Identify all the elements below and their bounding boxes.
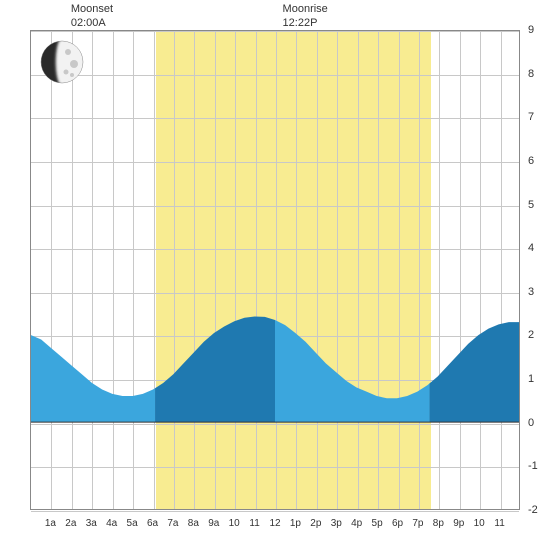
tide-chart-container: Moonset 02:00A Moonrise 12:22P 1a 2a 3a 4a 5… (0, 0, 550, 550)
x-tick-label: 4a (106, 518, 117, 529)
x-tick-label: 5a (127, 518, 138, 529)
y-tick-label: 5 (528, 199, 534, 211)
x-tick-label: 10 (229, 518, 240, 529)
moonrise-label: Moonrise 12:22P (283, 2, 328, 31)
x-tick-label: 11 (494, 518, 504, 529)
y-tick-label: 2 (528, 329, 534, 341)
y-tick-label: -1 (528, 460, 538, 472)
y-tick-label: 1 (528, 373, 534, 385)
x-tick-label: 11 (249, 518, 259, 529)
y-tick-label: 4 (528, 242, 534, 254)
x-tick-label: 1p (290, 518, 301, 529)
x-tick-label: 5p (372, 518, 383, 529)
tide-curve (31, 31, 519, 509)
x-tick-label: 6a (147, 518, 158, 529)
x-tick-label: 7a (167, 518, 178, 529)
y-tick-label: 8 (528, 68, 534, 80)
x-tick-label: 3p (331, 518, 342, 529)
y-tick-label: 3 (528, 286, 534, 298)
tide-segment (155, 316, 275, 422)
moonset-time: 02:00A (71, 16, 113, 30)
x-tick-label: 2a (65, 518, 76, 529)
x-tick-label: 12 (269, 518, 280, 529)
x-tick-label: 10 (474, 518, 485, 529)
y-tick-label: 0 (528, 417, 534, 429)
y-tick-label: 9 (528, 24, 534, 36)
y-tick-label: 7 (528, 111, 534, 123)
x-tick-label: 9a (208, 518, 219, 529)
plot-area (30, 30, 520, 510)
tide-segment (430, 322, 519, 422)
moonrise-title: Moonrise (283, 2, 328, 16)
x-tick-label: 3a (86, 518, 97, 529)
moonrise-time: 12:22P (283, 16, 328, 30)
y-tick-label: 6 (528, 155, 534, 167)
x-tick-label: 8a (188, 518, 199, 529)
moonset-label: Moonset 02:00A (71, 2, 113, 31)
x-tick-label: 4p (351, 518, 362, 529)
x-tick-label: 8p (433, 518, 444, 529)
x-tick-label: 7p (412, 518, 423, 529)
y-tick-label: -2 (528, 504, 538, 516)
x-tick-label: 6p (392, 518, 403, 529)
x-tick-label: 9p (453, 518, 464, 529)
x-tick-label: 1a (45, 518, 56, 529)
moonset-title: Moonset (71, 2, 113, 16)
moon-phase-icon (40, 40, 84, 84)
tide-segment (275, 320, 430, 422)
x-tick-label: 2p (310, 518, 321, 529)
grid-line-h (31, 511, 519, 512)
tide-segment (31, 335, 155, 422)
